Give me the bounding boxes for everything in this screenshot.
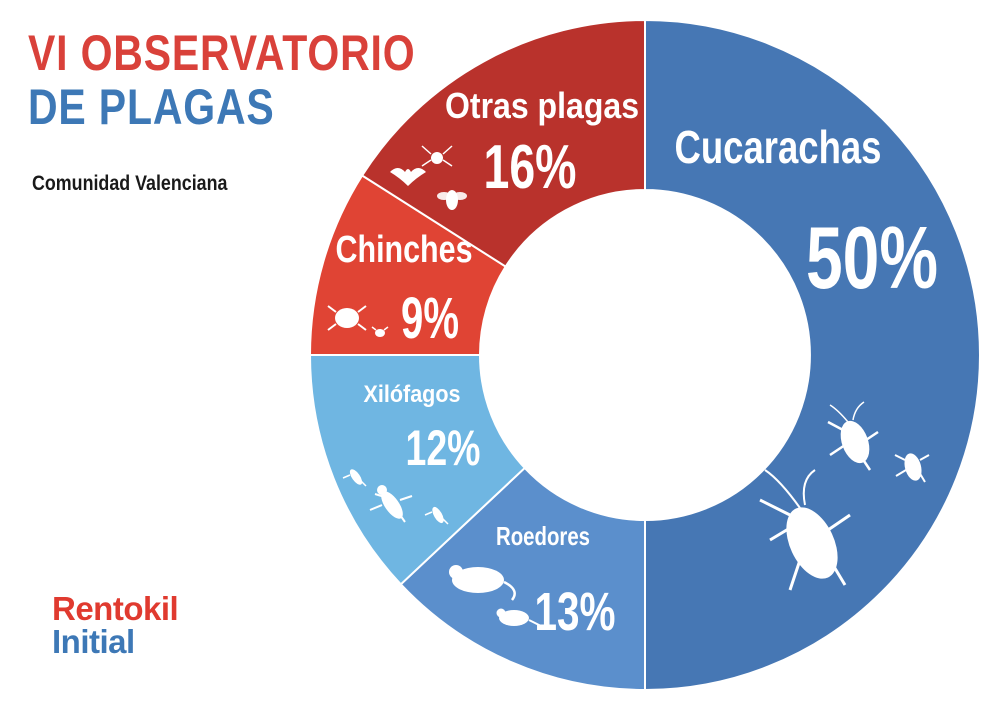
mouse-icon	[496, 608, 546, 629]
spider-icon	[421, 145, 453, 167]
logo: Rentokil Initial	[52, 590, 179, 660]
bat-icon	[390, 168, 426, 186]
slice-roedores	[399, 466, 646, 692]
slice-name-label: Cucarachas	[675, 121, 882, 173]
slice-otras-plagas	[360, 18, 646, 268]
slice-name-label: Roedores	[496, 521, 590, 551]
cockroach-icon	[759, 469, 851, 591]
fly-icon	[437, 190, 467, 210]
slice-xilófagos	[308, 354, 527, 586]
slice-name-label: Otras plagas	[445, 85, 639, 126]
slice-cucarachas	[644, 18, 981, 692]
termite-icon	[369, 485, 413, 523]
termite-icon	[342, 469, 367, 487]
donut-slices	[308, 18, 981, 692]
slice-value-label: 9%	[401, 286, 459, 351]
bedbug-icon	[327, 305, 367, 331]
logo-line-2: Initial	[52, 623, 135, 660]
slice-value-label: 50%	[806, 208, 938, 307]
title-line-1: VI OBSERVATORIO	[28, 25, 416, 81]
slice-value-label: 16%	[484, 133, 577, 202]
slice-name-label: Xilófagos	[364, 381, 461, 408]
slice-name-label: Chinches	[336, 229, 473, 271]
page-title: VI OBSERVATORIO DE PLAGAS	[28, 26, 415, 134]
termite-icon	[424, 506, 449, 525]
subtitle: Comunidad Valenciana	[32, 172, 228, 195]
slice-value-label: 13%	[535, 582, 616, 642]
pest-icons	[327, 145, 930, 629]
cockroach-icon	[827, 401, 879, 471]
title-line-2: DE PLAGAS	[28, 79, 275, 135]
slice-labels: Cucarachas 50% Roedores 13% Xilófagos 12% Chin…	[336, 85, 939, 642]
slice-value-label: 12%	[406, 420, 481, 476]
mouse-icon	[449, 565, 516, 601]
bedbug-icon	[371, 326, 389, 337]
logo-line-1: Rentokil	[52, 590, 179, 627]
cockroach-icon	[894, 453, 930, 483]
